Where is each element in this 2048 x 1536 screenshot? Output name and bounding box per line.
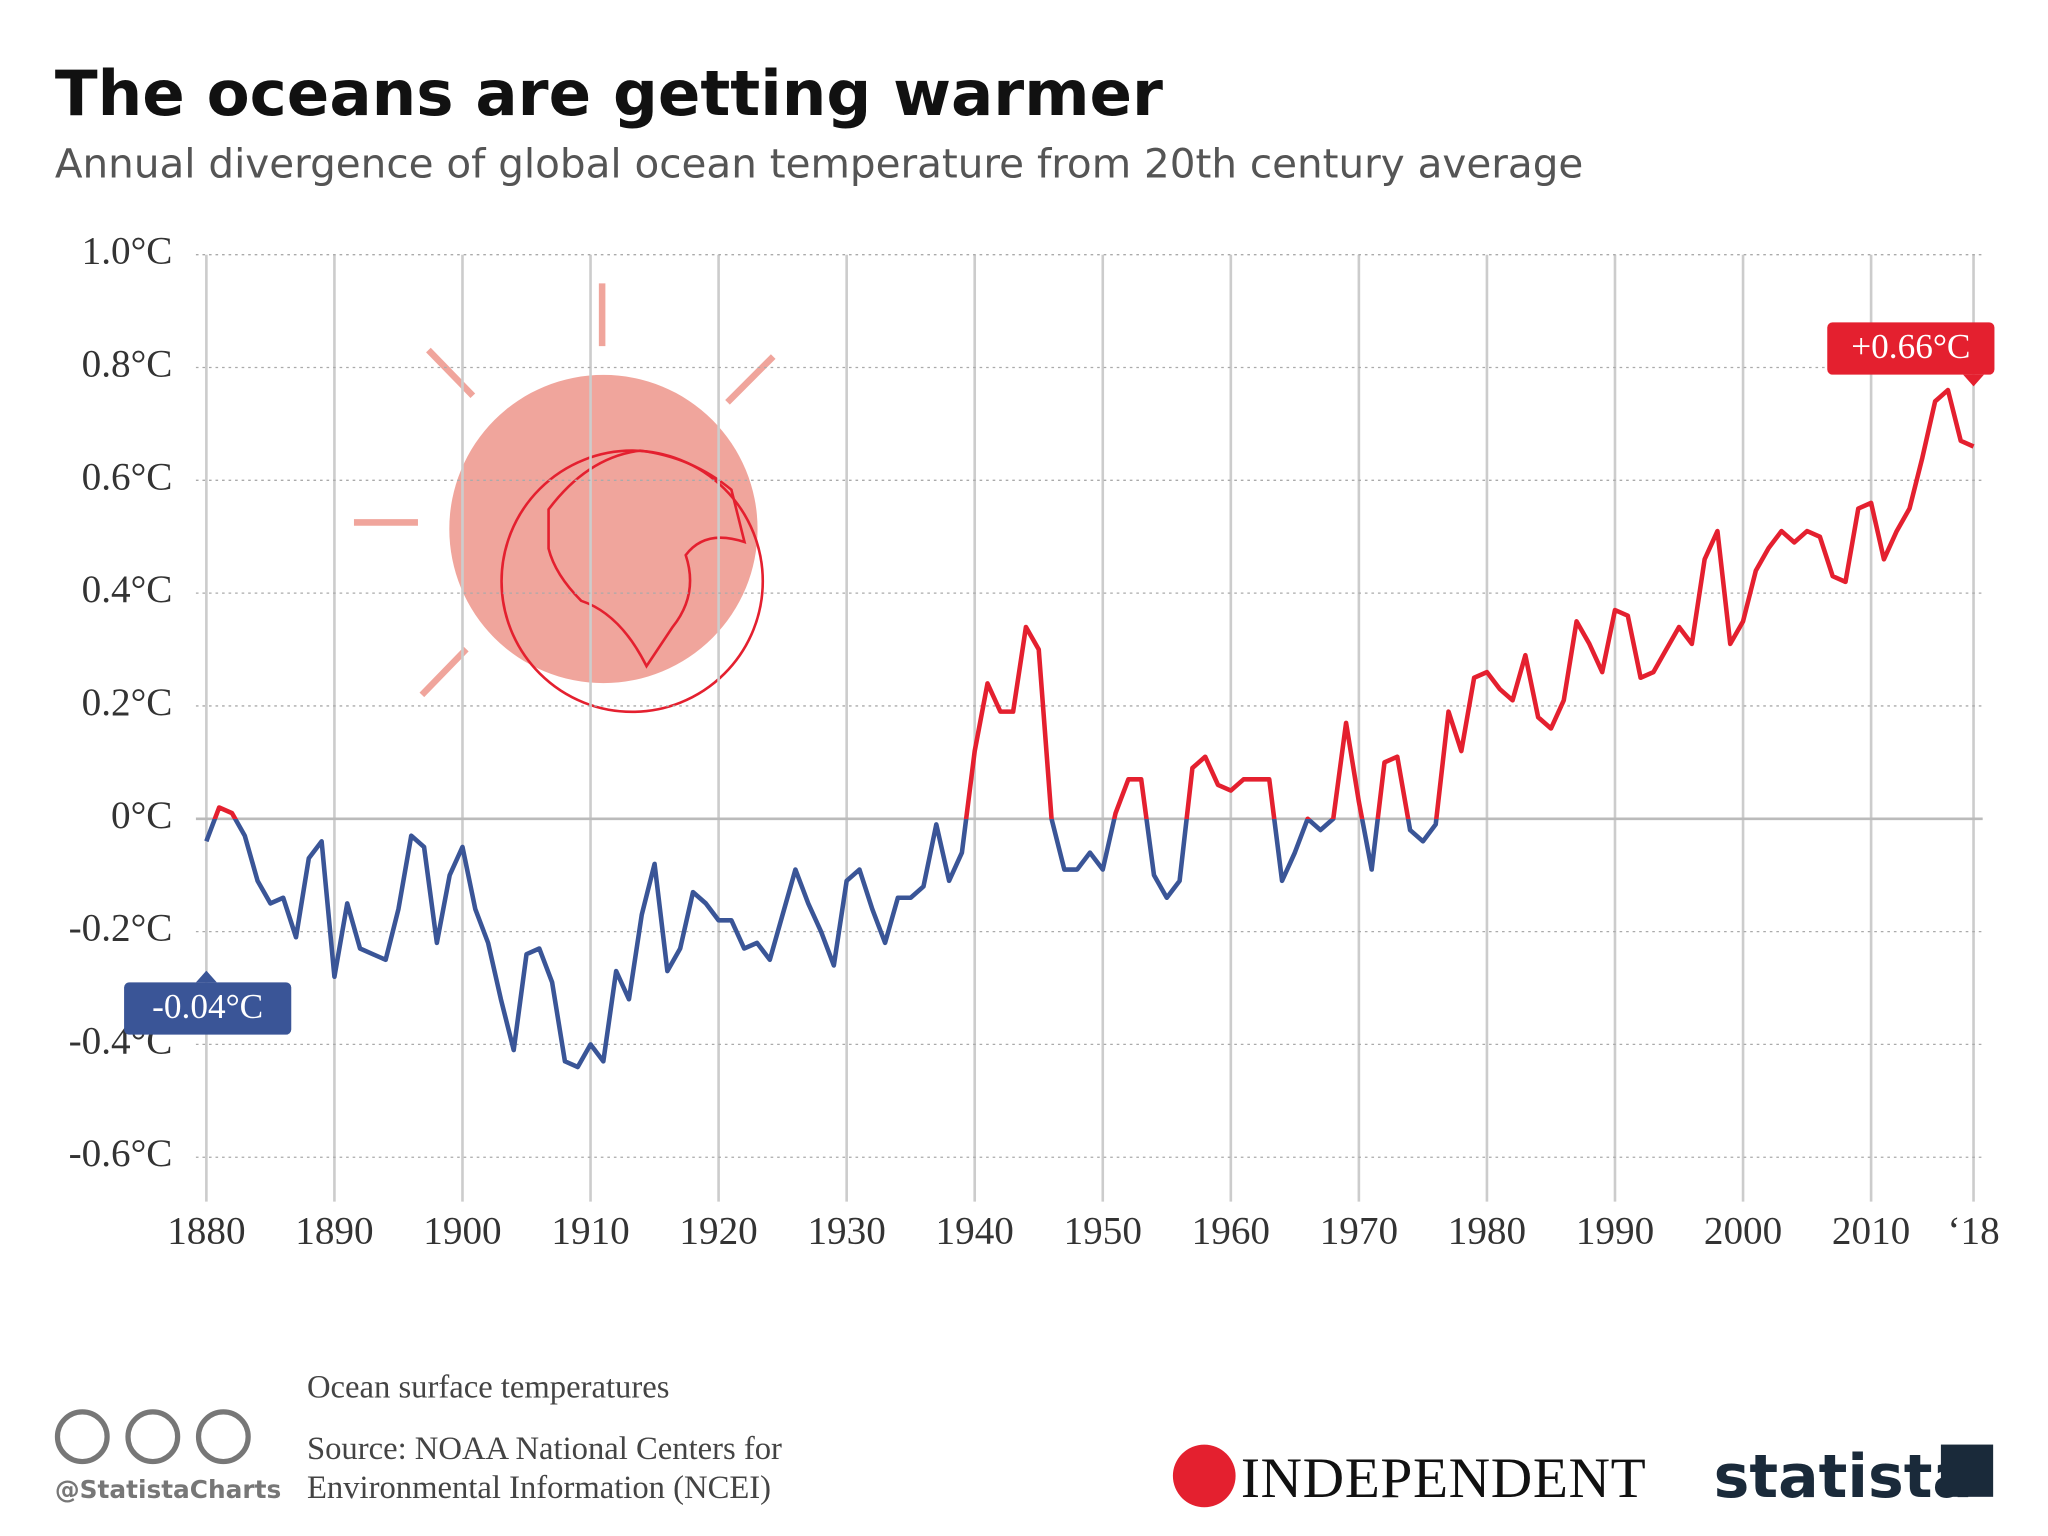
chart-subtitle: Annual divergence of global ocean temper… [55, 140, 1583, 188]
y-tick-label: 0.8°C [82, 342, 173, 385]
y-tick-label: -0.2°C [69, 907, 173, 950]
x-tick-label: 1920 [679, 1209, 757, 1252]
illustration [353, 283, 776, 714]
value-label-box [1827, 322, 1995, 375]
chart-title: The oceans are getting warmer [55, 57, 1163, 130]
source-line: Source: NOAA National Centers for [307, 1431, 782, 1467]
y-tick-label: 0.2°C [82, 681, 173, 724]
x-tick-label: ‘18 [1947, 1209, 1999, 1252]
by-icon [125, 1409, 181, 1465]
x-tick-label: 2010 [1832, 1209, 1910, 1252]
partner-icon [1172, 1444, 1236, 1508]
handle: @StatistaCharts [55, 1475, 281, 1504]
x-tick-label: 2000 [1704, 1209, 1782, 1252]
y-tick-label: 0.4°C [82, 568, 173, 611]
partner-logo: INDEPENDENT [1241, 1447, 1646, 1510]
y-tick-label: 0°C [111, 794, 172, 837]
brand-icon [1940, 1444, 1994, 1497]
value-label: -0.04°C [152, 987, 263, 1026]
x-tick-label: 1890 [295, 1209, 373, 1252]
y-tick-label: 1.0°C [82, 230, 173, 273]
x-tick-label: 1980 [1448, 1209, 1526, 1252]
x-tick-label: 1880 [167, 1209, 245, 1252]
value-label-box [124, 982, 292, 1035]
y-tick-label: -0.6°C [69, 1132, 173, 1175]
value-label-pointer [1963, 374, 1984, 387]
y-tick-label: 0.6°C [82, 455, 173, 498]
x-tick-label: 1900 [423, 1209, 501, 1252]
footer-note: Ocean surface temperatures [307, 1370, 669, 1406]
temperature-line [204, 387, 1975, 1070]
value-label: +0.66°C [1851, 327, 1970, 366]
source-line: Environmental Information (NCEI) [307, 1470, 771, 1506]
x-tick-label: 1940 [936, 1209, 1014, 1252]
x-tick-label: 1990 [1576, 1209, 1654, 1252]
x-tick-label: 1950 [1064, 1209, 1142, 1252]
footer: Ocean surface temperatures Source: NOAA … [54, 1370, 1994, 1512]
x-tick-label: 1930 [807, 1209, 885, 1252]
brand-logo: statista [1714, 1442, 1973, 1512]
x-tick-label: 1910 [551, 1209, 629, 1252]
value-label-pointer [195, 970, 217, 983]
x-tick-label: 1960 [1192, 1209, 1270, 1252]
x-tick-label: 1970 [1320, 1209, 1398, 1252]
nd-icon [195, 1409, 251, 1465]
cc-icon [54, 1409, 110, 1465]
